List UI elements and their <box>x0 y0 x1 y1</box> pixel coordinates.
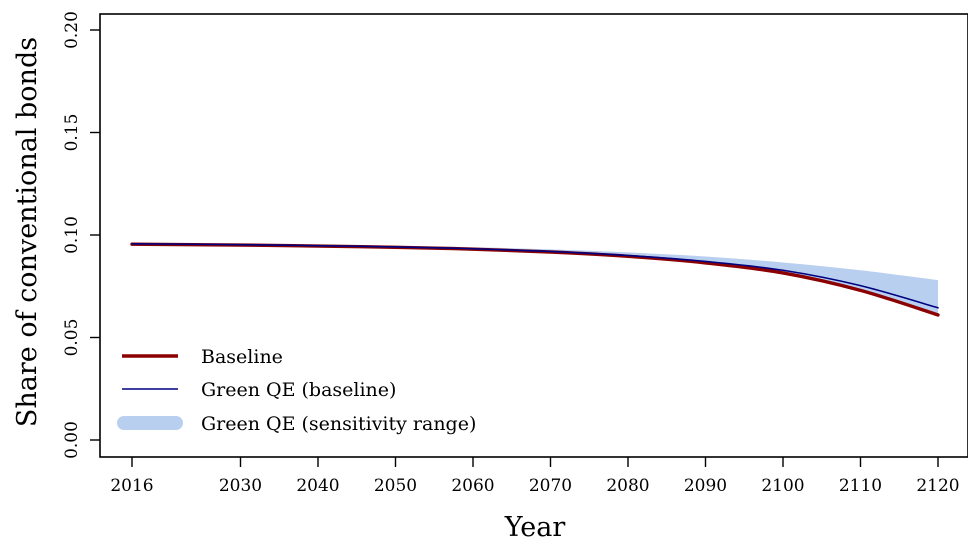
x-tick-label: 2080 <box>606 476 649 496</box>
y-tick-label: 0.15 <box>62 114 82 152</box>
x-axis-title: Year <box>504 512 566 542</box>
legend: Baseline Green QE (baseline) Green QE (sen… <box>117 346 476 435</box>
legend-label-baseline: Baseline <box>201 346 283 368</box>
y-axis-title: Share of conventional bonds <box>12 37 43 427</box>
series-line-green-qe-baseline <box>131 243 939 309</box>
y-tick-label: 0.20 <box>62 11 82 49</box>
x-tick-label: 2060 <box>451 476 494 496</box>
x-axis: 2016 2030 2040 2050 2060 2070 2080 2090 2100 2110… <box>110 457 960 496</box>
x-tick-label: 2050 <box>374 476 417 496</box>
y-axis: 0.00 0.05 0.10 0.15 0.20 <box>62 11 100 459</box>
series-line-baseline <box>130 242 940 317</box>
x-tick-label: 2030 <box>219 476 262 496</box>
legend-label-green-qe-baseline: Green QE (baseline) <box>201 379 396 401</box>
sensitivity-band <box>132 243 938 315</box>
x-tick-label: 2110 <box>839 476 882 496</box>
y-tick-label: 0.05 <box>62 319 82 357</box>
x-tick-label: 2016 <box>110 476 153 496</box>
x-tick-label: 2100 <box>761 476 804 496</box>
x-tick-label: 2120 <box>916 476 959 496</box>
legend-label-green-qe-sensitivity-range: Green QE (sensitivity range) <box>201 413 476 435</box>
band-layer <box>132 243 938 315</box>
line-layer <box>130 242 940 317</box>
x-tick-label: 2040 <box>296 476 339 496</box>
y-tick-label: 0.00 <box>62 421 82 459</box>
x-tick-label: 2090 <box>684 476 727 496</box>
x-tick-label: 2070 <box>529 476 572 496</box>
y-tick-label: 0.10 <box>62 216 82 254</box>
